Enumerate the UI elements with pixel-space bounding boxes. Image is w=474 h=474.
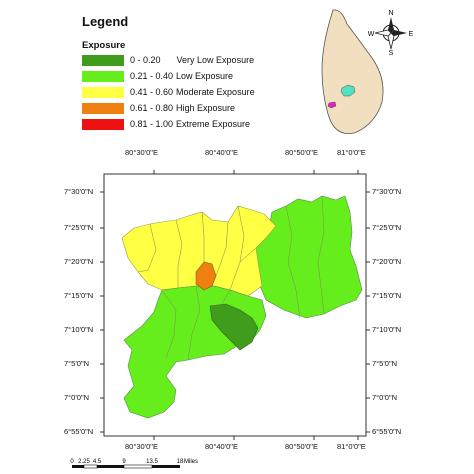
top-tick-label: 80°50'0"E: [285, 148, 318, 157]
compass-east-label: E: [409, 31, 414, 38]
legend-item-very-low: 0 - 0.20 Very Low Exposure: [82, 54, 254, 66]
legend-range: 0.61 - 0.80: [130, 103, 174, 113]
left-tick-label: 7°20'0"N: [64, 257, 94, 266]
left-tick-label: 7°10'0"N: [64, 325, 94, 334]
legend-label: Low Exposure: [176, 71, 234, 81]
bottom-tick-label: 80°50'0"E: [285, 442, 318, 451]
district-boundaries: [137, 195, 325, 361]
left-tick-label: 7°25'0"N: [64, 223, 94, 232]
legend-item-extreme: 0.81 - 1.00 Extreme Exposure: [82, 118, 250, 130]
legend-swatch: [82, 54, 124, 66]
right-tick-label: 7°5'0"N: [372, 359, 398, 368]
bottom-tick-label: 80°30'0"E: [125, 442, 158, 451]
legend-item-low: 0.21 - 0.40 Low Exposure: [82, 70, 233, 82]
legend-label: Moderate Exposure: [176, 87, 255, 97]
scale-label: 9: [122, 459, 126, 465]
legend-item-moderate: 0.41 - 0.60 Moderate Exposure: [82, 86, 255, 98]
legend-range: 0 - 0.20: [130, 55, 161, 65]
inset-locator-map: [321, 9, 384, 135]
legend-swatch: [82, 86, 124, 98]
scale-label: 13.5: [146, 459, 158, 465]
compass-rose: N S E W: [368, 10, 414, 56]
bottom-tick-label: 81°0'0"E: [337, 442, 366, 451]
left-tick-label: 6°55'0"N: [64, 427, 94, 436]
left-tick-label: 7°15'0"N: [64, 291, 94, 300]
right-tick-label: 7°20'0"N: [372, 257, 402, 266]
compass-north-label: N: [388, 10, 393, 17]
right-tick-label: 7°10'0"N: [372, 325, 402, 334]
graticule-ticks: [100, 170, 370, 440]
right-tick-label: 7°15'0"N: [372, 291, 402, 300]
top-tick-label: 81°0'0"E: [337, 148, 366, 157]
inset-island: [321, 9, 384, 135]
right-tick-label: 7°0'0"N: [372, 393, 398, 402]
scale-label: 2.25: [78, 459, 90, 465]
region-very-low: [209, 303, 259, 351]
inset-highlight-area: [327, 101, 337, 109]
region-high: [195, 261, 217, 291]
top-tick-label: 80°30'0"E: [125, 148, 158, 157]
right-tick-label: 6°55'0"N: [372, 427, 402, 436]
legend-label: High Exposure: [176, 103, 236, 113]
scale-unit: Miles: [184, 459, 198, 465]
compass-south-label: S: [389, 50, 394, 56]
legend-label: Very Low Exposure: [176, 55, 255, 65]
legend-subtitle: Exposure: [82, 40, 126, 51]
legend-title: Legend: [82, 14, 129, 29]
legend-label: Extreme Exposure: [176, 119, 251, 129]
legend-swatch: [82, 118, 124, 130]
right-tick-label: 7°30'0"N: [372, 187, 402, 196]
bottom-tick-label: 80°40'0"E: [205, 442, 238, 451]
scale-label: 0: [70, 459, 74, 465]
scale-label: 18: [177, 459, 184, 465]
left-tick-label: 7°30'0"N: [64, 187, 94, 196]
legend-range: 0.81 - 1.00: [130, 119, 174, 129]
legend-swatch: [82, 70, 124, 82]
inset-study-area: [340, 84, 356, 97]
legend-range: 0.21 - 0.40: [130, 71, 174, 81]
left-tick-label: 7°0'0"N: [64, 393, 90, 402]
legend-item-high: 0.61 - 0.80 High Exposure: [82, 102, 235, 114]
left-tick-label: 7°5'0"N: [64, 359, 90, 368]
scale-label: 4.5: [93, 459, 102, 465]
top-tick-label: 80°40'0"E: [205, 148, 238, 157]
scale-bar: 0 2.25 4.5 9 13.5 18 Miles: [70, 459, 198, 469]
legend-range: 0.41 - 0.60: [130, 87, 174, 97]
legend-swatch: [82, 102, 124, 114]
right-tick-label: 7°25'0"N: [372, 223, 402, 232]
compass-west-label: W: [368, 31, 375, 38]
